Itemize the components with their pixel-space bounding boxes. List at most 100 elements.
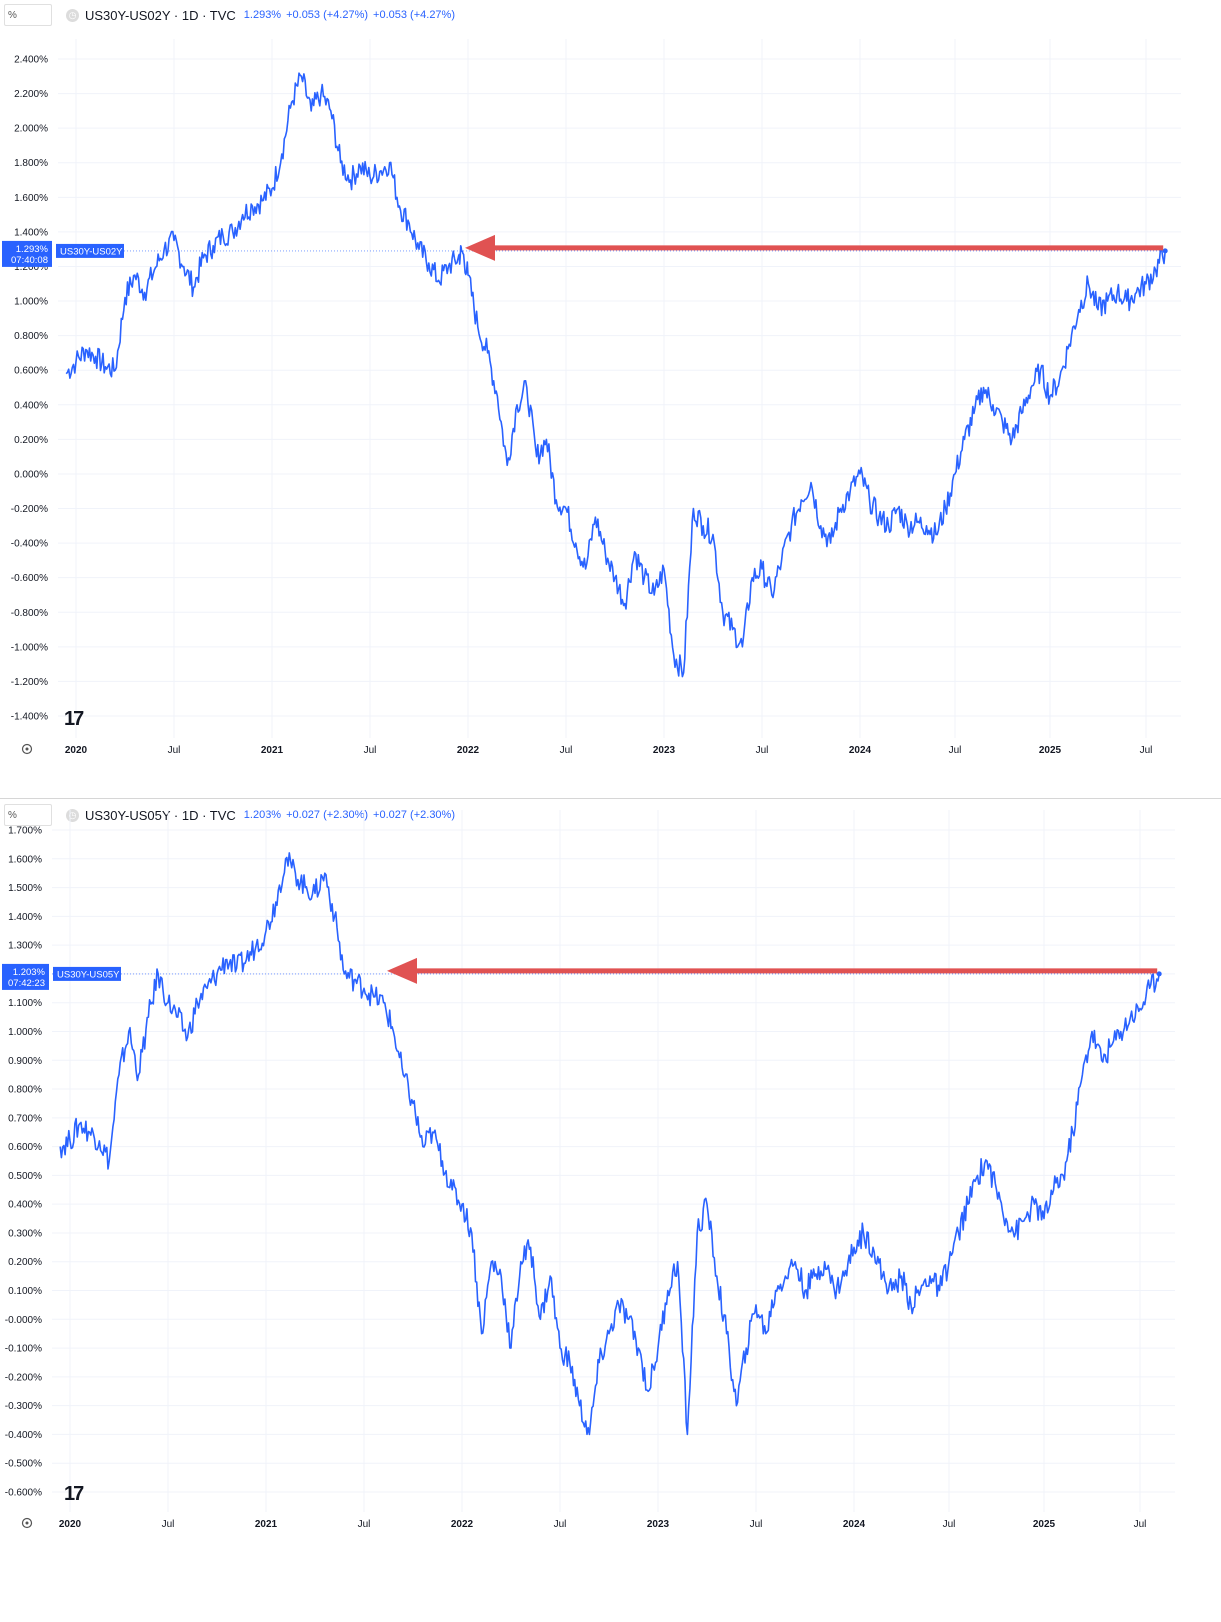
series-line [65, 72, 1166, 678]
x-tick-label: 2023 [647, 1519, 670, 1530]
y-tick-label: -0.800% [11, 608, 48, 619]
x-tick-label: Jul [1140, 745, 1153, 756]
y-tick-label: 1.400% [8, 912, 42, 923]
tradingview-logo: 17 [64, 708, 84, 730]
y-tick-label: 0.400% [14, 400, 48, 411]
y-tick-label: 0.100% [8, 1286, 42, 1297]
chart-pane-us30y-us02y[interactable]: % ◷ US30Y-US02Y · 1D · TVC 1.293% +0.053… [0, 0, 1221, 799]
x-tick-label: 2025 [1033, 1519, 1056, 1530]
legend-change-secondary: +0.027 (+2.30%) [373, 809, 455, 821]
x-tick-label: Jul [560, 745, 573, 756]
y-tick-label: 0.600% [8, 1142, 42, 1153]
symbol-tag-label: US30Y-US05Y [57, 969, 120, 980]
legend-change-secondary: +0.053 (+4.27%) [373, 9, 455, 21]
unit-selector[interactable]: % [4, 804, 52, 826]
y-tick-label: 2.400% [14, 55, 48, 66]
tradingview-logo: 17 [64, 1483, 84, 1505]
y-tick-label: 0.800% [14, 331, 48, 342]
y-tick-label: -0.000% [5, 1315, 42, 1326]
y-tick-label: 1.400% [14, 227, 48, 238]
y-tick-label: 1.000% [14, 297, 48, 308]
series-line [59, 852, 1160, 1436]
x-tick-label: Jul [554, 1519, 567, 1530]
y-tick-label: -1.200% [11, 677, 48, 688]
settings-gear-icon [21, 1517, 33, 1529]
y-tick-label: 1.600% [14, 193, 48, 204]
x-tick-label: 2022 [451, 1519, 474, 1530]
y-tick-label: 1.000% [8, 1027, 42, 1038]
y-tick-label: 1.300% [8, 941, 42, 952]
x-tick-label: 2020 [59, 1519, 82, 1530]
y-tick-label: 1.700% [8, 826, 42, 837]
price-tag-time: 07:42:23 [8, 978, 45, 989]
chart-canvas[interactable]: 2.400% 2.200% 2.000% 1.800% 1.600% 1.400% 1.20… [0, 0, 1221, 798]
legend-last-price: 1.203% [243, 809, 282, 821]
y-tick-label: 0.200% [14, 435, 48, 446]
legend-last-price: 1.293% [243, 9, 282, 21]
symbol-tag-label: US30Y-US02Y [60, 246, 123, 257]
price-tag [2, 240, 52, 267]
y-tick-label: 0.500% [8, 1171, 42, 1182]
settings-gear-icon-center [25, 1521, 29, 1525]
x-tick-label: 2024 [843, 1519, 866, 1530]
legend-change: +0.027 (+2.30%) [286, 809, 369, 821]
x-tick-label: 2020 [65, 745, 88, 756]
y-tick-label: 0.800% [8, 1085, 42, 1096]
legend-change: +0.053 (+4.27%) [286, 9, 369, 21]
y-tick-label: -1.000% [11, 642, 48, 653]
arrow-annotation-head [465, 234, 495, 261]
y-tick-label: -0.200% [5, 1372, 42, 1383]
x-tick-label: Jul [949, 745, 962, 756]
y-tick-label: -0.200% [11, 504, 48, 515]
grid [52, 810, 1175, 1512]
y-tick-label: 2.000% [14, 124, 48, 135]
y-tick-label: 1.200% [14, 262, 48, 273]
y-tick-label: -0.400% [5, 1430, 42, 1441]
x-tick-label: Jul [364, 745, 377, 756]
x-tick-label: 2022 [457, 745, 480, 756]
y-tick-label: 1.600% [8, 854, 42, 865]
x-tick-label: Jul [756, 745, 769, 756]
legend-symbol[interactable]: US30Y-US05Y · 1D · TVC [85, 807, 236, 823]
y-tick-label: -0.300% [5, 1401, 42, 1412]
y-tick-label: -1.400% [11, 712, 48, 723]
symbol-logo-icon: ◷ [66, 8, 79, 22]
x-tick-label: 2024 [849, 745, 872, 756]
chart-canvas[interactable]: 1.700%1.600%1.500%1.400%1.300%1.200%1.10… [0, 800, 1221, 1622]
x-tick-label: 2021 [255, 1519, 278, 1530]
y-tick-label: 0.000% [14, 469, 48, 480]
y-tick-label: 2.200% [14, 89, 48, 100]
price-tag-time: 07:40:08 [11, 255, 48, 266]
chart-legend: ◷ US30Y-US02Y · 1D · TVC 1.293% +0.053 (… [66, 7, 455, 23]
y-tick-label: 0.900% [8, 1056, 42, 1067]
chart-legend: ◷ US30Y-US05Y · 1D · TVC 1.203% +0.027 (… [66, 807, 455, 823]
x-tick-label: Jul [358, 1519, 371, 1530]
y-tick-label: 0.400% [8, 1200, 42, 1211]
y-tick-label: -0.100% [5, 1344, 42, 1355]
symbol-tag [53, 966, 121, 981]
x-tick-label: Jul [943, 1519, 956, 1530]
settings-gear-icon [21, 743, 33, 755]
price-tag-value: 1.203% [13, 967, 46, 978]
x-tick-label: Jul [162, 1519, 175, 1530]
y-tick-label: 1.100% [8, 998, 42, 1009]
price-tag [2, 963, 49, 990]
y-tick-label: 0.600% [14, 366, 48, 377]
legend-symbol[interactable]: US30Y-US02Y · 1D · TVC [85, 7, 236, 23]
y-tick-label: -0.600% [11, 573, 48, 584]
y-tick-label: 0.700% [8, 1113, 42, 1124]
price-tag-value: 1.293% [16, 244, 49, 255]
y-tick-label: -0.500% [5, 1459, 42, 1470]
x-tick-label: 2023 [653, 745, 676, 756]
y-tick-label: 1.500% [8, 883, 42, 894]
x-tick-label: 2021 [261, 745, 284, 756]
x-tick-label: Jul [168, 745, 181, 756]
arrow-annotation-head [387, 957, 417, 984]
chart-pane-us30y-us05y[interactable]: % ◷ US30Y-US05Y · 1D · TVC 1.203% +0.027… [0, 800, 1221, 1622]
y-tick-label: 1.800% [14, 158, 48, 169]
y-tick-label: 0.200% [8, 1257, 42, 1268]
symbol-logo-icon: ◷ [66, 808, 79, 822]
unit-selector[interactable]: % [4, 4, 52, 26]
grid [58, 39, 1181, 738]
y-tick-label: -0.400% [11, 539, 48, 550]
